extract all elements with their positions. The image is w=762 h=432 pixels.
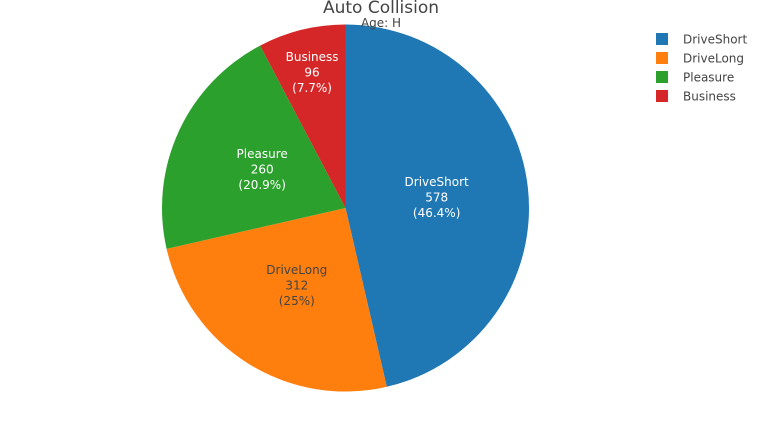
legend-label-drivelong[interactable]: DriveLong <box>683 52 744 66</box>
pie-slice-pleasure[interactable] <box>161 45 346 249</box>
legend-swatch-drivelong[interactable] <box>656 52 668 64</box>
legend-label-driveshort[interactable]: DriveShort <box>683 33 747 47</box>
chart-title: Auto Collision <box>323 0 439 18</box>
pie-slice-drivelong[interactable] <box>166 208 387 392</box>
legend-swatch-pleasure[interactable] <box>656 71 668 83</box>
legend-label-pleasure[interactable]: Pleasure <box>683 71 734 85</box>
pie-slice-label-drivelong: DriveLong 312 (25%) <box>266 263 327 308</box>
legend-label-business[interactable]: Business <box>683 90 736 104</box>
pie-slices <box>161 24 529 392</box>
pie-slice-label-business: Business 96 (7.7%) <box>286 50 339 95</box>
pie-slice-labels: DriveShort 578 (46.4%) DriveLong 312 (25%) Ple… <box>237 50 470 308</box>
pie-slice-business[interactable] <box>260 24 346 209</box>
legend-swatch-business[interactable] <box>656 90 668 102</box>
pie-slice-label-driveshort: DriveShort 578 (46.4%) <box>405 175 469 220</box>
legend-swatch-driveshort[interactable] <box>656 33 668 45</box>
chart-legend: DriveShort DriveLong Pleasure Business <box>656 33 747 104</box>
pie-slice-label-pleasure: Pleasure 260 (20.9%) <box>237 147 288 192</box>
chart-subtitle: Age: H <box>361 16 401 30</box>
pie-slice-driveshort[interactable] <box>345 24 529 387</box>
